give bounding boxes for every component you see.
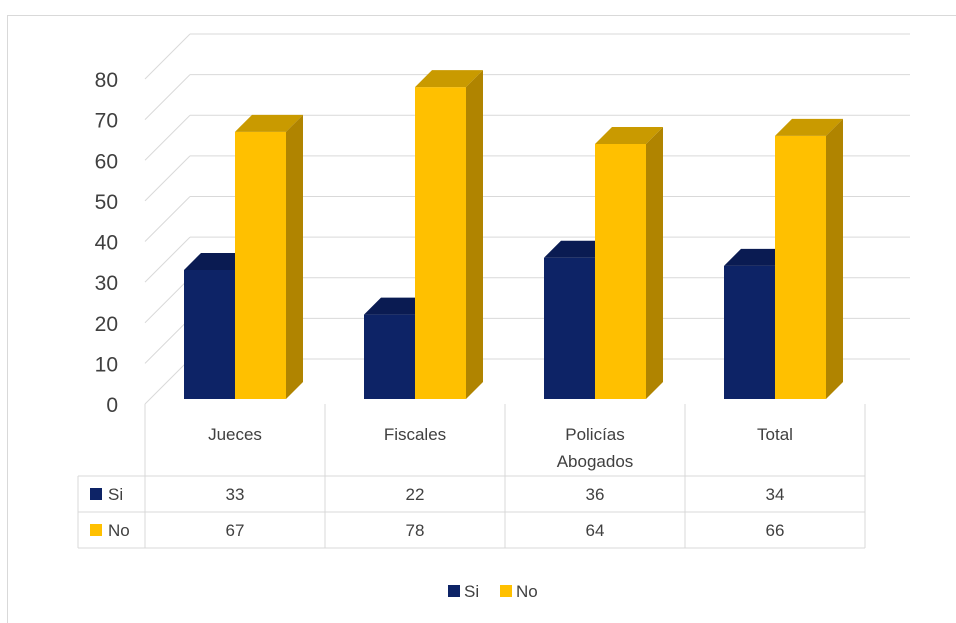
- gridline-side: [144, 236, 191, 283]
- bar-si: [724, 265, 775, 399]
- y-tick-label: 80: [95, 69, 118, 92]
- table-cell-value: 34: [766, 485, 785, 504]
- floor-edge: [144, 358, 191, 405]
- y-tick-label: 30: [95, 272, 118, 295]
- y-tick-label: 0: [106, 394, 118, 417]
- legend-label: No: [516, 582, 538, 601]
- bar-side-no: [286, 114, 303, 399]
- gridline-side: [144, 155, 191, 202]
- gridline-side: [144, 74, 191, 120]
- legend-swatch-si: [448, 585, 460, 597]
- bar-side-no: [826, 118, 843, 399]
- gridline-side: [144, 33, 191, 80]
- y-tick-label: 40: [95, 232, 118, 255]
- y-tick-label: 70: [95, 110, 118, 133]
- bar-si: [544, 257, 595, 399]
- bar-top-no: [595, 127, 663, 144]
- y-tick-label: 60: [95, 150, 118, 173]
- legend-label: Si: [464, 582, 479, 601]
- bar-top-no: [775, 118, 843, 136]
- bar-no: [415, 87, 466, 399]
- bar-side-no: [646, 127, 663, 399]
- bar-top-no: [235, 114, 303, 132]
- gridline-side: [144, 277, 191, 324]
- gridline-side: [144, 196, 191, 242]
- gridline-side: [144, 318, 191, 364]
- bar-no: [235, 131, 286, 399]
- table-cell-value: 36: [586, 485, 605, 504]
- bar-no: [775, 135, 826, 399]
- bar-side-no: [466, 70, 483, 399]
- category-label: Total: [757, 425, 793, 444]
- series-label: No: [108, 521, 130, 540]
- y-tick-label: 20: [95, 313, 118, 336]
- table-cell-value: 66: [766, 521, 785, 540]
- y-tick-label: 10: [95, 353, 118, 376]
- table-cell-value: 78: [406, 521, 425, 540]
- y-tick-label: 50: [95, 191, 118, 214]
- gridline-side: [144, 114, 191, 161]
- legend-swatch-no: [500, 585, 512, 597]
- category-label: Fiscales: [384, 425, 446, 444]
- bar-top-no: [415, 70, 483, 88]
- bar-no: [595, 144, 646, 399]
- category-label: Jueces: [208, 425, 262, 444]
- table-cell-value: 67: [226, 521, 245, 540]
- series-label: Si: [108, 485, 123, 504]
- bar-si: [364, 314, 415, 399]
- legend-key-no: [90, 524, 102, 536]
- table-cell-value: 64: [586, 521, 605, 540]
- category-label: Abogados: [557, 452, 634, 471]
- bar-si: [184, 269, 235, 399]
- category-label: Policías: [565, 425, 625, 444]
- chart-frame: [7, 15, 956, 623]
- table-cell-value: 22: [406, 485, 425, 504]
- table-cell-value: 33: [226, 485, 245, 504]
- legend-key-si: [90, 488, 102, 500]
